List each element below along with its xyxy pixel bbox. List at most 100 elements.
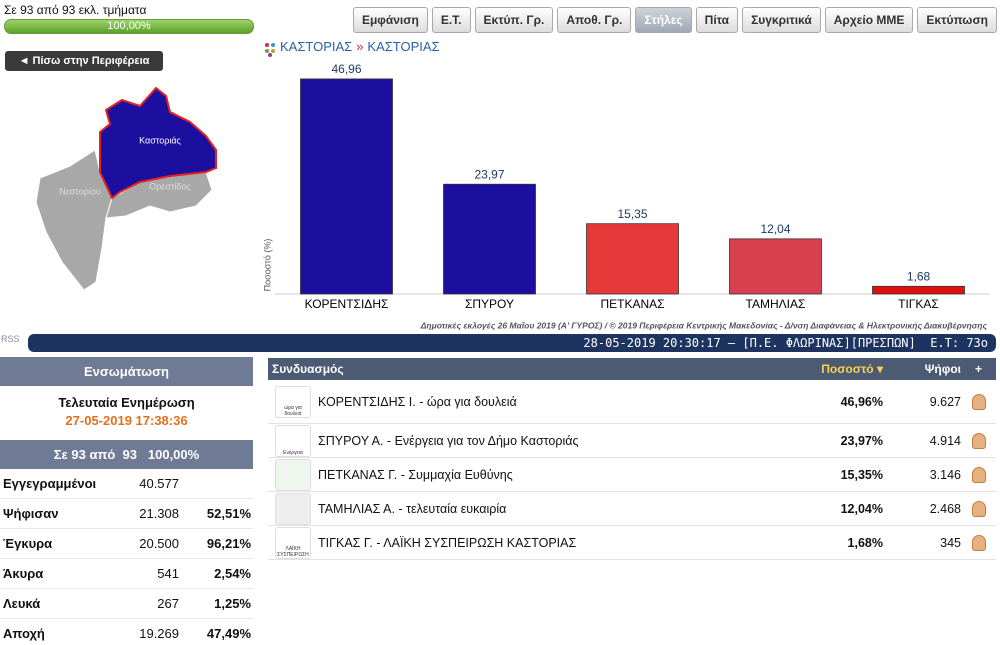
back-button[interactable]: ◄ Πίσω στην Περιφέρεια [5,51,163,71]
breadcrumb: ΚΑΣΤΟΡΙΑΣ » ΚΑΣΤΟΡΙΑΣ [280,39,440,54]
logo-cell: ώρα για δουλειά [268,385,318,418]
details-icon[interactable] [971,393,986,410]
party-votes: 4.914 [929,433,961,448]
sections-text: Σε 93 από 93 εκλ. τμήματα [4,3,147,17]
x-tick-label: ΤΙΓΚΑΣ [898,297,939,311]
map-label: Νεστορίου [59,186,101,196]
stats: Εγγεγραμμένοι 40.577 Ψήφισαν 21.308 52,51% Έγ… [0,469,253,645]
map-label: Καστοριάς [139,135,181,145]
logo-text: ώρα για δουλειά [284,404,302,417]
stat-label: Αποχή [3,626,45,641]
party-votes: 3.146 [929,467,961,482]
party-percent: 23,97% [840,433,883,448]
details-cell [961,432,996,449]
bar [443,183,536,295]
logo-cell [268,458,318,491]
summary: Ενσωμάτωση Τελευταία Ενημέρωση 27-05-201… [0,357,253,645]
update-box: Τελευταία Ενημέρωση 27-05-2019 17:38:36 [0,386,253,438]
stat-percent: 2,54% [214,566,251,581]
th-text[interactable]: Ποσοστό [821,362,874,376]
bar [300,78,393,295]
breadcrumb-icon [265,43,275,57]
toolbar-button[interactable]: Αρχείο ΜΜΕ [824,7,914,33]
stat-percent: 47,49% [206,626,251,641]
details-icon[interactable] [971,534,986,551]
details-cell [961,466,996,483]
result-row[interactable]: ΛΑΪΚΗ ΣΥΣΠΕΙΡΩΣΗ ΤΙΓΚΑΣ Γ. - ΛΑΪΚΗ ΣΥΣΠΕΙ… [268,526,996,560]
x-tick-label: ΚΟΡΕΝΤΣΙΔΗΣ [305,297,389,311]
toolbar-button[interactable]: Ε.Τ. [431,7,471,33]
stat-value: 267 [157,596,179,611]
th[interactable]: Ψήφοι [924,362,961,376]
stat-value: 19.269 [139,626,179,641]
logo-cell: ΛΑΪΚΗ ΣΥΣΠΕΙΡΩΣΗ [268,526,318,559]
toolbar: Εμφάνιση Ε.Τ. Εκτύπ. Γρ. Αποθ. Γρ. Στήλες Πίτ… [352,7,997,33]
value-label: 1,68 [907,269,931,283]
stat-label: Εγγεγραμμένοι [3,476,97,491]
rss[interactable]: RSS [1,334,20,344]
details-icon[interactable] [971,466,986,483]
result-row[interactable]: Ενέργεια ΣΠΥΡΟΥ Α. - Ενέργεια για τον Δήμ… [268,424,996,458]
party-percent: 1,68% [847,535,883,550]
toolbar-button[interactable]: Συγκριτικά [742,7,821,33]
party-logo [275,458,311,491]
details-icon[interactable] [971,432,986,449]
sections-bar: Σε 93 από 93 100,00% [0,440,253,469]
logo-text: Ενέργεια [283,449,303,456]
stat-value: 541 [157,566,179,581]
stat-label: Λευκά [3,596,41,611]
party-logo: Ενέργεια [275,424,311,457]
stat-percent: 96,21% [206,536,251,551]
party-name: ΠΕΤΚΑΝΑΣ Γ. - Συμμαχία Ευθύνης [318,467,513,482]
party-votes: 2.468 [929,501,961,516]
stat-row: Λευκά 267 1,25% [0,589,253,619]
value-label: 46,96 [331,62,361,76]
th[interactable]: Ποσοστό ▾ [821,362,883,376]
result-row[interactable]: ΠΕΤΚΑΝΑΣ Γ. - Συμμαχία Ευθύνης 15,35% 3.14… [268,458,996,492]
party-name: ΣΠΥΡΟΥ Α. - Ενέργεια για τον Δήμο Καστορ… [318,433,579,448]
party-name: ΤΙΓΚΑΣ Γ. - ΛΑΪΚΗ ΣΥΣΠΕΙΡΩΣΗ ΚΑΣΤΟΡΙΑΣ [318,535,577,550]
sections: Σε 93 από 93 [53,447,138,462]
party-name: ΤΑΜΗΛΙΑΣ Α. - τελευταία ευκαιρία [318,501,507,516]
details-icon[interactable] [971,500,986,517]
toolbar-button[interactable]: Εμφάνιση [352,7,428,33]
breadcrumb-item: ΚΑΣΤΟΡΙΑΣ [280,39,352,54]
result-row[interactable]: ώρα για δουλειά ΚΟΡΕΝΤΣΙΔΗΣ Ι. - ώρα για … [268,380,996,424]
x-tick-label: ΤΑΜΗΛΙΑΣ [746,297,806,311]
toolbar-button[interactable]: Εκτύπ. Γρ. [474,7,554,33]
ticker: 28-05-2019 20:30:17 – [Π.Ε. ΦΛΩΡΙΝΑΣ][ΠΡ… [28,334,996,352]
stat-value: 20.500 [139,536,179,551]
stat-row: Ψήφισαν 21.308 52,51% [0,499,253,529]
party-logo: ώρα για δουλειά [275,385,311,418]
update-time: 27-05-2019 17:38:36 [65,413,188,428]
stat-percent: 1,25% [214,596,251,611]
back-text[interactable]: Πίσω στην Περιφέρεια [32,55,150,67]
toolbar-button[interactable]: Εκτύπωση [917,7,997,33]
stat-label: Έγκυρα [3,536,53,551]
party-logo [275,492,311,525]
stat-row: Έγκυρα 20.500 96,21% [0,529,253,559]
toolbar-button[interactable]: Αποθ. Γρ. [557,7,632,33]
toolbar-button[interactable]: Στήλες [635,7,692,33]
table-body: ώρα για δουλειά ΚΟΡΕΝΤΣΙΔΗΣ Ι. - ώρα για … [268,380,996,560]
party-percent: 15,35% [840,467,883,482]
x-tick-label: ΠΕΤΚΑΝΑΣ [600,297,664,311]
sections-percent: 100,00% [147,447,200,462]
y-axis-label: Ποσοστό (%) [262,239,272,292]
stat-row: Εγγεγραμμένοι 40.577 [0,469,253,499]
chart-area: Καστοριάς Νεστορίου Ορεστίδος ΚΑΣΤΟΡΙΑΣ »… [35,39,990,330]
result-row[interactable]: ΤΑΜΗΛΙΑΣ Α. - τελευταία ευκαιρία 12,04% 2.… [268,492,996,526]
th[interactable]: + [974,362,982,376]
toolbar-button[interactable]: Πίτα [695,7,739,33]
th[interactable]: Συνδυασμός [272,362,344,376]
logo-cell: Ενέργεια [268,424,318,457]
chart-source: Δημοτικές εκλογές 26 Μαΐου 2019 (Α' ΓΥΡΟ… [420,320,988,330]
stat-row: Άκυρα 541 2,54% [0,559,253,589]
bar [729,238,822,295]
party-votes: 345 [940,535,961,550]
party-logo: ΛΑΪΚΗ ΣΥΣΠΕΙΡΩΣΗ [275,526,311,559]
details-cell [961,393,996,410]
party-name: ΚΟΡΕΝΤΣΙΔΗΣ Ι. - ώρα για δουλειά [318,394,517,409]
stat-value: 40.577 [139,476,179,491]
